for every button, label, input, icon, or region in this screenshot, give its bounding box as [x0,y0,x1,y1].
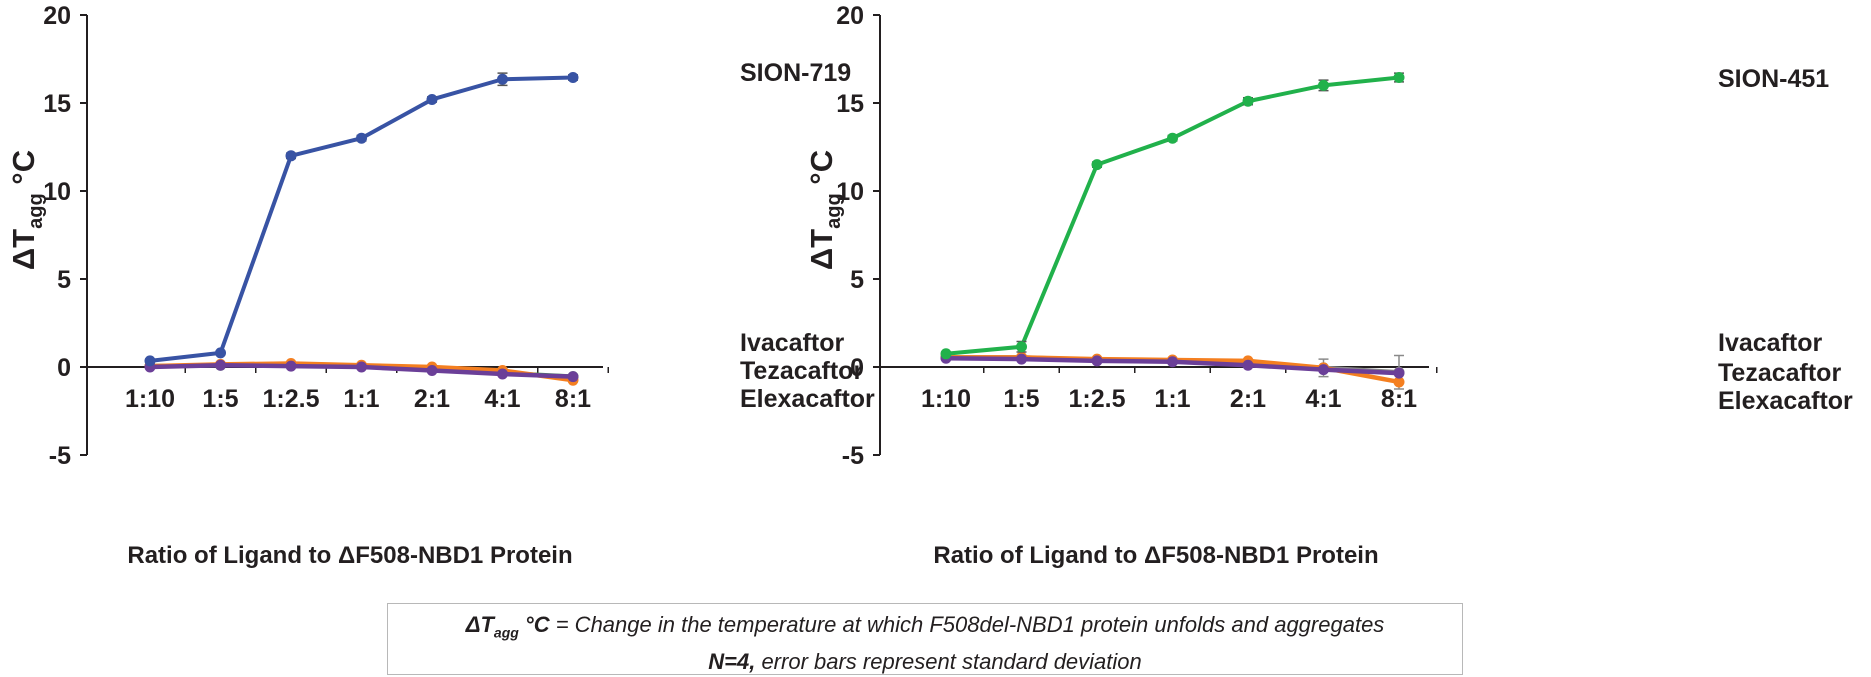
series-label: Elexacaftor [1718,387,1853,415]
y-tick-label: 0 [850,354,864,382]
x-tick-label: 1:2.5 [1069,385,1126,413]
data-point [1318,79,1329,91]
y-tick-label: 5 [57,266,71,294]
footnote-box: ΔTagg °C = Change in the temperature at … [387,603,1463,675]
data-point [426,93,438,105]
data-point [1091,159,1103,171]
footnote-unit: °C [518,612,550,637]
footnote-n: N=4, [708,649,756,675]
data-point [1242,359,1254,371]
data-point [285,150,297,162]
y-tick-label: -5 [49,442,71,470]
footnote-line-1: ΔTagg °C = Change in the temperature at … [388,610,1462,647]
chart-panel-sion-719: -5 0 5 10 15 20 1:10 1:5 1:2.5 1:1 2:1 4:1 8:1 Ratio … [6,2,875,569]
data-point [356,132,367,144]
y-axis-title: ΔTagg °C [804,150,845,270]
series-sion-719 [144,71,579,367]
x-tick-label: 1:10 [125,385,175,413]
x-tick-label: 2:1 [414,385,450,413]
series-line [149,75,574,363]
series-elexacaftor [144,359,579,383]
x-tick-label: 4:1 [1305,385,1341,413]
data-point [940,348,952,360]
x-tick-label: 1:5 [202,385,238,413]
data-point [1016,353,1027,365]
x-tick-label: 1:5 [1003,385,1039,413]
data-point [1242,95,1254,107]
data-point [1393,376,1405,388]
y-tick-label: 0 [57,354,71,382]
data-point [426,365,438,377]
data-point [497,73,508,85]
x-tick-label: 8:1 [555,385,591,413]
y-tick-label: 10 [43,178,71,206]
x-axis-title: Ratio of Ligand to ΔF508-NBD1 Protein [933,542,1378,569]
data-point [215,347,226,359]
y-tick-label: 15 [43,90,71,118]
series-label: SION-719 [740,59,851,87]
y-tick-label: 10 [836,178,864,206]
footnote-line-2: N=4, error bars represent standard devia… [388,647,1462,677]
x-tick-label: 1:10 [921,385,971,413]
data-point [1091,355,1103,367]
footnote-symbol: ΔT [465,612,494,637]
y-tick-label: 5 [850,266,864,294]
y-tick-label: -5 [842,442,864,470]
y-tick-label: 20 [836,2,864,30]
series-elexacaftor [940,352,1405,379]
data-point [1167,356,1178,368]
data-point [1318,364,1329,376]
footnote-definition: = Change in the temperature at which F50… [549,612,1385,637]
series-label: Ivacaftor [1718,329,1822,357]
data-point [1016,341,1027,353]
x-tick-label: 4:1 [484,385,520,413]
data-point [567,371,579,383]
x-tick-label: 2:1 [1230,385,1266,413]
series-label: Ivacaftor [740,329,844,357]
series-label: SION-451 [1718,65,1829,93]
data-point [1393,367,1405,379]
data-point [497,368,508,380]
series-label: Tezacaftor [1718,359,1841,387]
data-point [567,71,579,83]
x-axis-title: Ratio of Ligand to ΔF508-NBD1 Protein [127,542,572,569]
y-axis-title: ΔTagg °C [6,150,47,270]
footnote-errorbars: error bars represent standard deviation [755,649,1142,675]
series-sion-451 [940,71,1405,360]
x-tick-label: 1:1 [343,385,379,413]
data-point [356,361,367,373]
data-point [1167,132,1178,144]
y-tick-label: 20 [43,2,71,30]
x-tick-label: 1:2.5 [263,385,320,413]
data-point [1393,71,1405,83]
data-point [285,360,297,372]
series-label: Elexacaftor [740,385,875,413]
footnote-symbol-sub: agg [493,624,519,641]
series-line [945,75,1400,356]
x-tick-label: 1:1 [1154,385,1190,413]
data-point [144,355,156,367]
data-point [215,359,226,371]
y-tick-label: 15 [836,90,864,118]
series-label: Tezacaftor [740,357,863,385]
